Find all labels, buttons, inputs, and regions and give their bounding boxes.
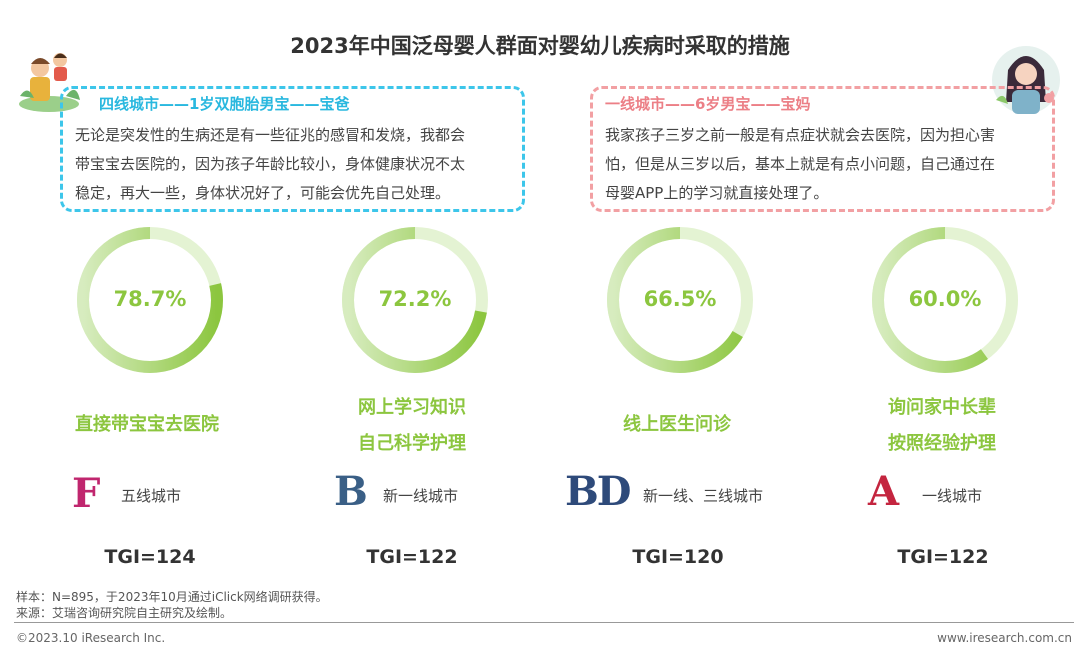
measure-line: 直接带宝宝去医院 [75,414,219,435]
quote-box-mother: 一线城市——6岁男宝——宝妈 我家孩子三岁之前一般是有点症状就会去医院，因为担心… [590,86,1055,212]
footer-divider [14,622,1074,623]
donut-value-label: 72.2% [378,287,452,311]
donut-value-label: 66.5% [643,287,717,311]
quote-text: 我家孩子三岁之前一般是有点症状就会去医院，因为担心害 怕，但是从三岁以后，基本上… [605,121,1045,208]
donut-value-label: 78.7% [113,287,187,311]
measure-line: 按照经验护理 [888,433,996,454]
city-tier-label: 一线城市 [922,487,983,505]
quote-line: 母婴APP上的学习就直接处理了。 [605,184,829,202]
measure-line: 自己科学护理 [358,433,466,454]
copyright: ©2023.10 iResearch Inc. [16,631,166,645]
quote-line: 无论是突发性的生病还是有一些征兆的感冒和发烧，我都会 [75,126,466,144]
city-tier-label: 五线城市 [121,487,182,505]
city-tier-letter-icon: BD [565,468,631,515]
sample-note: 样本：N=895，于2023年10月通过iClick网络调研获得。 [16,590,328,604]
tgi-value: TGI=122 [366,546,458,568]
father-child-illustration [19,53,80,112]
quote-text: 无论是突发性的生病还是有一些征兆的感冒和发烧，我都会 带宝宝去医院的，因为孩子年… [75,121,515,208]
source-note: 来源：艾瑞咨询研究院自主研究及绘制。 [16,606,233,620]
website: www.iresearch.com.cn [937,631,1072,645]
tgi-value: TGI=124 [104,546,196,568]
quote-box-father: 四线城市——1岁双胞胎男宝——宝爸 无论是突发性的生病还是有一些征兆的感冒和发烧… [60,86,525,212]
quote-line: 怕，但是从三岁以后，基本上就是有点小问题，自己通过在 [605,155,996,173]
city-tier-letter-icon: A [868,468,900,515]
page-title: 2023年中国泛母婴人群面对婴幼儿疾病时采取的措施 [290,34,790,58]
city-tier-letter-icon: B [334,468,368,515]
quote-header: 一线城市——6岁男宝——宝妈 [601,93,815,114]
quote-line: 我家孩子三岁之前一般是有点症状就会去医院，因为担心害 [605,126,996,144]
tgi-value: TGI=122 [897,546,989,568]
measure-line: 询问家中长辈 [888,397,996,418]
measure-line: 网上学习知识 [358,397,466,418]
donut-arc [872,227,1018,373]
measure-label: 直接带宝宝去医院 [37,407,257,443]
measure-line: 线上医生问诊 [623,414,731,435]
city-tier-label: 新一线城市 [383,487,459,505]
measure-label: 网上学习知识 自己科学护理 [302,390,522,462]
quote-header: 四线城市——1岁双胞胎男宝——宝爸 [95,93,354,114]
measure-label: 线上医生问诊 [567,407,787,443]
city-tier-label: 新一线、三线城市 [643,487,764,505]
tgi-value: TGI=120 [632,546,724,568]
donut-arc [77,227,223,373]
quote-line: 带宝宝去医院的，因为孩子年龄比较小，身体健康状况不太 [75,155,466,173]
city-tier-letter-icon: F [72,470,101,517]
quote-line: 稳定，再大一些，身体状况好了，可能会优先自己处理。 [75,184,451,202]
measure-label: 询问家中长辈 按照经验护理 [832,390,1052,462]
donut-arc [607,227,753,373]
donut-arc [342,227,488,373]
donut-value-label: 60.0% [908,287,982,311]
